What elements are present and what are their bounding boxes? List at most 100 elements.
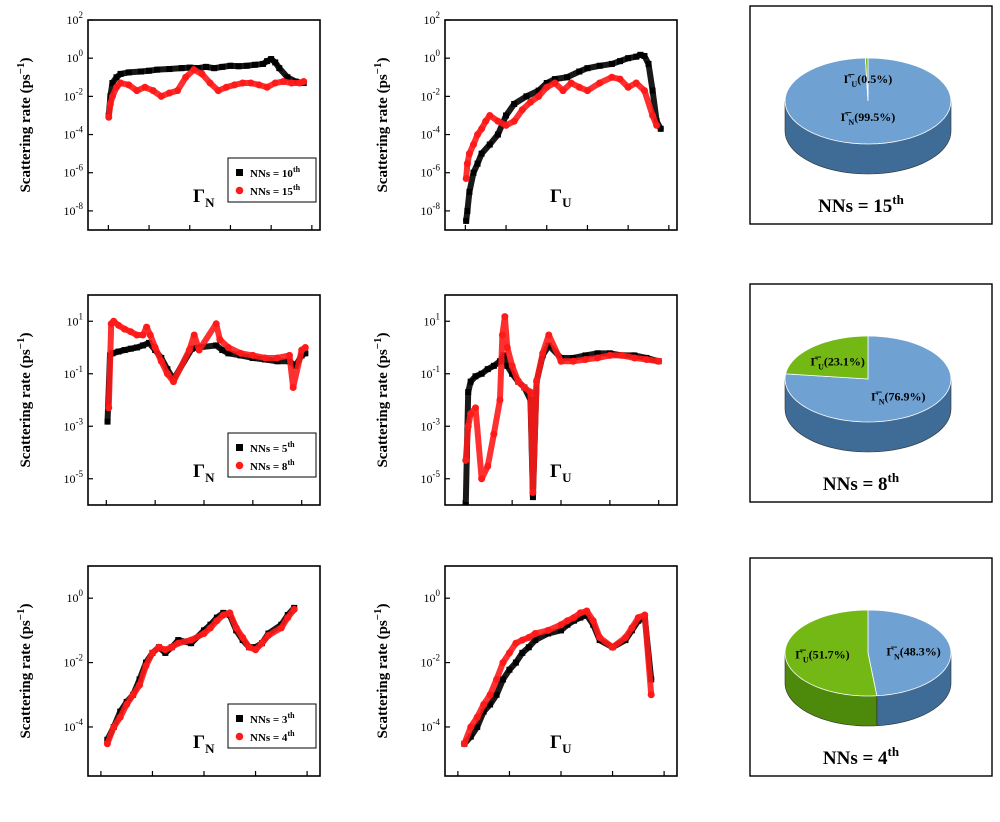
data-point [464, 207, 471, 214]
data-layer [462, 313, 663, 505]
legend-label: NNs = 5th [250, 440, 295, 455]
pie-caption-sup: th [892, 192, 904, 207]
y-tick-base: 10 [421, 128, 433, 142]
data-point [558, 627, 564, 634]
y-tick-exp: -5 [433, 469, 441, 479]
data-point [657, 125, 664, 132]
legend-marker-square [236, 169, 243, 176]
series-line-red [463, 74, 660, 182]
y-axis-title-sup: −1 [372, 62, 384, 74]
data-point [186, 64, 193, 71]
data-point [137, 68, 144, 75]
data-point [213, 342, 220, 349]
y-tick-base: 10 [67, 314, 79, 328]
mode-symbol: Γ [193, 461, 205, 482]
pie-caption-text: NNs = 15 [818, 196, 892, 217]
data-point [212, 320, 220, 328]
data-point [473, 713, 481, 721]
y-tick-label: 10-4 [64, 125, 84, 142]
y-axis-title-close: ) [375, 57, 391, 62]
pie-slice-label: Γ̅U(0.5%) [844, 72, 892, 89]
y-tick-label: 10-2 [64, 653, 84, 670]
pie-label-symbol: Γ̅ [886, 645, 898, 659]
data-point [190, 66, 198, 74]
data-point [647, 691, 655, 699]
data-point [594, 350, 601, 357]
data-point [284, 614, 292, 622]
data-point [105, 113, 113, 121]
data-point [149, 87, 157, 95]
data-point [478, 475, 486, 483]
data-point [569, 357, 577, 365]
data-point [264, 631, 272, 639]
data-point [463, 217, 470, 224]
legend-sup: th [287, 711, 295, 720]
y-tick-label: 10-4 [421, 717, 441, 734]
data-point [503, 112, 510, 119]
data-point [486, 691, 494, 699]
y-axis-title-sup: −1 [15, 608, 27, 620]
y-axis-title: Scattering rate (ps−1) [372, 332, 391, 467]
data-point [211, 65, 218, 72]
y-axis-title-text: Scattering rate (ps [18, 74, 34, 192]
data-point [121, 347, 128, 354]
y-tick-base: 10 [67, 591, 79, 605]
data-point [472, 404, 480, 412]
data-point [216, 336, 224, 344]
data-point [277, 624, 285, 632]
y-tick-label: 10-5 [64, 469, 84, 486]
y-tick-base: 10 [421, 720, 433, 734]
y-axis-title: Scattering rate (ps−1) [372, 57, 391, 192]
data-point [279, 78, 287, 86]
pie-label-symbol: Γ̅ [810, 354, 822, 368]
data-point [113, 74, 120, 81]
data-point [290, 605, 298, 613]
data-layer [462, 51, 664, 224]
data-point [511, 100, 518, 107]
data-point [237, 349, 245, 357]
y-tick-base: 10 [67, 51, 79, 65]
legend-marker-circle [235, 461, 244, 470]
pie-label-sub: N [894, 653, 900, 662]
y-axis-title-sup: −1 [15, 337, 27, 349]
data-point [625, 55, 632, 62]
data-point [190, 331, 198, 339]
y-tick-exp: -4 [76, 125, 84, 135]
data-point [583, 607, 591, 615]
pie-slice-label: Γ̅N(99.5%) [841, 110, 895, 127]
y-tick-base: 10 [421, 89, 433, 103]
data-point [486, 111, 494, 119]
data-layer [104, 317, 309, 425]
y-axis-title-sup: −1 [372, 337, 384, 349]
data-point [512, 659, 519, 666]
y-tick-label: 100 [424, 48, 441, 65]
data-point [508, 362, 516, 370]
data-point [557, 357, 565, 365]
y-axis-title-text: Scattering rate (ps [18, 620, 34, 738]
data-point [219, 347, 226, 354]
y-tick-base: 10 [421, 166, 433, 180]
y-tick-exp: 0 [79, 588, 84, 598]
data-point [525, 644, 532, 651]
data-point [194, 65, 201, 72]
y-tick-exp: -3 [76, 416, 84, 426]
legend-text: NNs = 15 [250, 186, 293, 198]
y-axis-title-close: ) [375, 332, 391, 337]
legend-marker-square [236, 715, 243, 722]
data-point [486, 141, 493, 148]
data-point [174, 87, 182, 95]
data-point [227, 62, 234, 69]
y-tick-base: 10 [424, 591, 436, 605]
pie-slice-label: Γ̅U(23.1%) [810, 354, 864, 371]
data-point [462, 174, 470, 182]
y-tick-exp: 0 [436, 588, 441, 598]
data-point [543, 83, 551, 91]
pie-caption-sup: th [888, 744, 900, 759]
data-point [168, 643, 176, 651]
data-point [302, 350, 309, 357]
data-point [576, 68, 583, 75]
